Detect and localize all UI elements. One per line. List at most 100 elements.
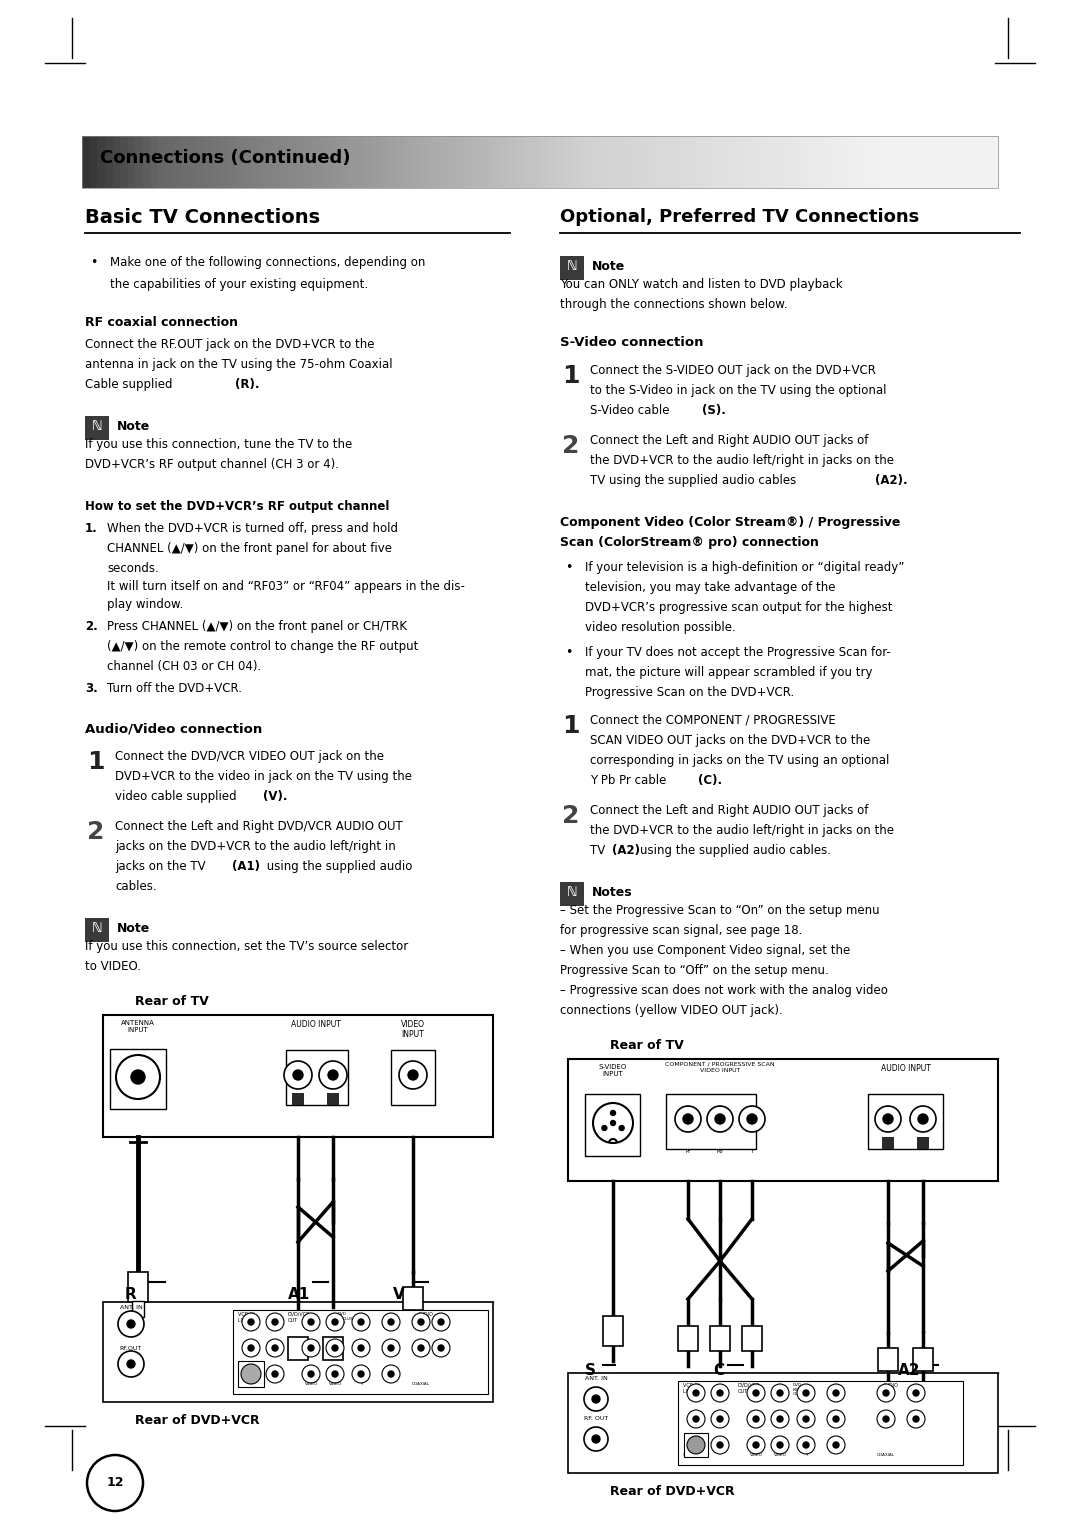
Text: RF. OUT: RF. OUT (584, 1416, 608, 1421)
Bar (249, 136, 258, 188)
Text: for progressive scan signal, see page 18.: for progressive scan signal, see page 18… (561, 924, 802, 937)
Text: Rear of DVD+VCR: Rear of DVD+VCR (135, 1413, 259, 1427)
Bar (953, 136, 961, 188)
Text: VIDEO: VIDEO (750, 1453, 762, 1458)
Text: television, you may take advantage of the: television, you may take advantage of th… (585, 581, 836, 594)
Bar (433, 136, 442, 188)
Bar (127, 136, 136, 188)
Bar (685, 136, 693, 188)
Circle shape (326, 1365, 345, 1383)
Bar (189, 136, 198, 188)
Text: If you use this connection, tune the TV to the: If you use this connection, tune the TV … (85, 439, 352, 451)
Bar (212, 136, 220, 188)
Text: Y: Y (751, 1149, 754, 1154)
Circle shape (432, 1313, 450, 1331)
Circle shape (352, 1313, 370, 1331)
Circle shape (804, 1390, 809, 1397)
Bar (814, 136, 823, 188)
Text: (S).: (S). (702, 403, 726, 417)
Circle shape (753, 1416, 759, 1423)
Text: 2: 2 (562, 804, 579, 828)
Bar (388, 136, 396, 188)
Text: If you use this connection, set the TV’s source selector: If you use this connection, set the TV’s… (85, 940, 408, 953)
Text: TV using the supplied audio cables: TV using the supplied audio cables (590, 474, 800, 487)
Text: – Progressive scan does not work with the analog video: – Progressive scan does not work with th… (561, 984, 888, 996)
Text: VCR IN
LINE 1: VCR IN LINE 1 (683, 1383, 700, 1394)
Circle shape (715, 1114, 725, 1125)
Circle shape (399, 1060, 427, 1089)
Text: cables.: cables. (114, 880, 157, 892)
Bar (517, 136, 526, 188)
Bar (166, 136, 175, 188)
Text: Connect the Left and Right AUDIO OUT jacks of: Connect the Left and Right AUDIO OUT jac… (590, 804, 868, 817)
Bar (303, 136, 312, 188)
Bar (349, 136, 357, 188)
Text: You can ONLY watch and listen to DVD playback: You can ONLY watch and listen to DVD pla… (561, 278, 842, 290)
Bar (945, 136, 954, 188)
Bar (364, 136, 373, 188)
Bar (921, 136, 930, 188)
Text: Note: Note (592, 260, 625, 272)
Circle shape (411, 1313, 430, 1331)
Bar (463, 136, 472, 188)
Bar (380, 136, 389, 188)
Bar (878, 1348, 897, 1371)
Bar (899, 136, 907, 188)
Bar (174, 136, 183, 188)
Text: channel (CH 03 or CH 04).: channel (CH 03 or CH 04). (107, 660, 261, 672)
Bar (746, 136, 755, 188)
Text: ℕ: ℕ (92, 420, 103, 434)
Bar (846, 136, 854, 188)
Bar (85, 416, 109, 440)
Circle shape (293, 1070, 303, 1080)
Bar (792, 136, 800, 188)
Bar (238, 1361, 264, 1387)
Text: ℕ: ℕ (92, 923, 103, 935)
Text: ℕ: ℕ (567, 260, 577, 274)
Circle shape (797, 1410, 815, 1429)
Circle shape (438, 1319, 444, 1325)
Circle shape (418, 1345, 424, 1351)
Circle shape (584, 1387, 608, 1410)
Text: VIDEO: VIDEO (328, 1381, 341, 1386)
Bar (197, 136, 205, 188)
Text: A1: A1 (288, 1287, 310, 1302)
Text: Optional, Preferred TV Connections: Optional, Preferred TV Connections (561, 208, 919, 226)
Circle shape (302, 1339, 320, 1357)
Text: DVD/VCR
OUT: DVD/VCR OUT (288, 1313, 311, 1323)
Bar (120, 136, 129, 188)
Circle shape (753, 1390, 759, 1397)
Circle shape (326, 1339, 345, 1357)
Bar (112, 136, 121, 188)
Circle shape (118, 1311, 144, 1337)
Circle shape (707, 1106, 733, 1132)
Circle shape (116, 1054, 160, 1099)
Circle shape (693, 1442, 699, 1449)
Text: 2.: 2. (85, 620, 98, 633)
Text: (V).: (V). (264, 790, 287, 804)
Circle shape (438, 1345, 444, 1351)
Text: AUDIO INPUT: AUDIO INPUT (880, 1063, 931, 1073)
Bar (132, 1300, 144, 1317)
Text: When the DVD+VCR is turned off, press and hold: When the DVD+VCR is turned off, press an… (107, 523, 399, 535)
Bar (823, 136, 832, 188)
Bar (266, 136, 274, 188)
Text: V: V (393, 1287, 405, 1302)
Bar (662, 136, 671, 188)
Text: DVD/VCR
OUT: DVD/VCR OUT (738, 1383, 760, 1394)
Circle shape (602, 1126, 607, 1131)
Bar (159, 136, 167, 188)
Bar (495, 136, 503, 188)
Circle shape (833, 1416, 839, 1423)
Text: Progressive Scan on the DVD+VCR.: Progressive Scan on the DVD+VCR. (585, 686, 794, 698)
Text: connections (yellow VIDEO OUT jack).: connections (yellow VIDEO OUT jack). (561, 1004, 783, 1018)
Text: Connect the COMPONENT / PROGRESSIVE: Connect the COMPONENT / PROGRESSIVE (590, 714, 836, 727)
Bar (510, 136, 518, 188)
Circle shape (248, 1371, 254, 1377)
Bar (777, 136, 785, 188)
Text: Rear of TV: Rear of TV (135, 995, 208, 1008)
Text: VIDEO
INPUT: VIDEO INPUT (401, 1021, 426, 1039)
Bar (233, 1309, 488, 1394)
Bar (570, 136, 579, 188)
Bar (654, 136, 663, 188)
